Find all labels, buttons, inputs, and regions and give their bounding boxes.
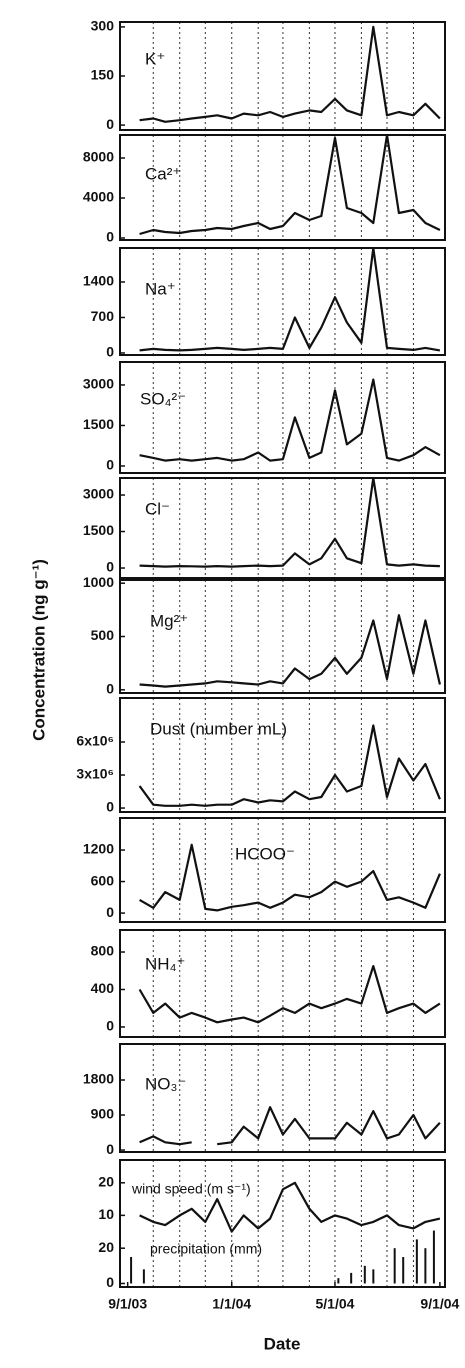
panel-frame	[119, 1043, 446, 1153]
precip-bar	[415, 1239, 418, 1284]
panel-frame	[119, 477, 446, 579]
y-tick-label: 800	[91, 943, 115, 959]
panel-frame	[119, 134, 446, 241]
data-line	[139, 133, 441, 236]
data-line	[139, 25, 441, 123]
precip-bar	[363, 1265, 366, 1284]
y-tick-label: 8000	[83, 149, 114, 165]
panel-label: Dust (number mL)	[150, 719, 287, 738]
y-tick-label: 600	[91, 872, 115, 888]
panel-label: K⁺	[145, 49, 165, 68]
y-tick-label: 0	[106, 559, 114, 575]
precip-bar	[350, 1272, 353, 1284]
panel-label: Mg²⁺	[150, 611, 188, 630]
panel-label: NH₄⁺	[145, 954, 185, 973]
y-tick-label: 300	[91, 18, 115, 34]
panel-label: Ca²⁺	[145, 164, 181, 183]
precip-bar	[432, 1230, 435, 1284]
data-line	[138, 965, 441, 1024]
precip-bar	[393, 1248, 396, 1284]
data-line	[139, 1181, 441, 1233]
y-axis-label: Concentration (ng g⁻¹)	[29, 559, 48, 741]
precip-bar	[142, 1269, 145, 1284]
precip-bar	[372, 1269, 375, 1284]
y-tick-label: 3000	[83, 486, 114, 502]
panel-frame	[119, 817, 446, 923]
y-tick-label: 700	[91, 308, 115, 324]
x-tick-label: 5/1/04	[315, 1296, 354, 1312]
panel-label: SO₄²⁻	[140, 389, 186, 408]
data-line	[139, 378, 441, 462]
panel-label: Na⁺	[145, 279, 176, 298]
y-tick-label: 0	[106, 904, 114, 920]
y-tick-label: 500	[91, 627, 115, 643]
y-tick-label: 150	[91, 67, 115, 83]
series-label: wind speed (m s⁻¹)	[131, 1181, 251, 1197]
y-tick-label: 0	[106, 1141, 114, 1157]
y-tick-label: 400	[91, 980, 115, 996]
precip-bar	[424, 1248, 427, 1284]
y-tick-label: 0	[106, 1018, 114, 1034]
y-tick-label: 0	[106, 457, 114, 473]
y-tick-label: 6x10⁶	[76, 733, 114, 749]
data-line	[139, 476, 440, 568]
panel-frame	[119, 247, 446, 356]
y-tick-label: 3000	[83, 376, 114, 392]
y-tick-label: 1400	[83, 273, 114, 289]
y-tick-label: 3x10⁶	[76, 766, 114, 782]
y-tick-label: 1500	[83, 522, 114, 538]
data-line	[139, 246, 441, 352]
precip-bar	[402, 1257, 405, 1284]
x-tick-label: 1/1/04	[212, 1296, 251, 1312]
y-tick-label: 4000	[83, 189, 114, 205]
x-axis-label: Date	[264, 1334, 301, 1353]
y-tick-label: 0	[106, 344, 114, 360]
y-tick-label: 1800	[83, 1071, 114, 1087]
panel-frame	[119, 929, 446, 1038]
x-tick-label: 9/1/03	[108, 1296, 147, 1312]
y-tick-label: 0	[106, 229, 114, 245]
data-line	[139, 1135, 192, 1146]
panel-frame	[119, 697, 446, 813]
data-line	[139, 614, 441, 688]
panel-label: HCOO⁻	[235, 844, 295, 863]
panel-frame	[119, 1159, 446, 1288]
y-tick-label: 0	[106, 1274, 114, 1290]
precip-bar	[337, 1278, 340, 1284]
y-tick-label: 10	[98, 1206, 114, 1222]
y-tick-label: 1200	[83, 841, 114, 857]
data-line	[138, 724, 441, 807]
precip-bar	[130, 1257, 133, 1284]
panel-label: Cl⁻	[145, 499, 170, 518]
y-tick-label: 20	[98, 1239, 114, 1255]
x-tick-label: 9/1/04	[420, 1296, 459, 1312]
y-tick-label: 0	[106, 799, 114, 815]
y-tick-label: 20	[98, 1173, 114, 1189]
panel-frame	[119, 361, 446, 474]
y-tick-label: 0	[106, 116, 114, 132]
panel-label: NO₃⁻	[145, 1074, 186, 1093]
data-line	[217, 1106, 441, 1146]
data-line	[139, 843, 441, 912]
series-label: precipitation (mm)	[150, 1241, 262, 1257]
y-tick-label: 1000	[83, 574, 114, 590]
y-tick-label: 900	[91, 1106, 115, 1122]
y-tick-label: 1500	[83, 416, 114, 432]
y-tick-label: 0	[106, 681, 114, 697]
